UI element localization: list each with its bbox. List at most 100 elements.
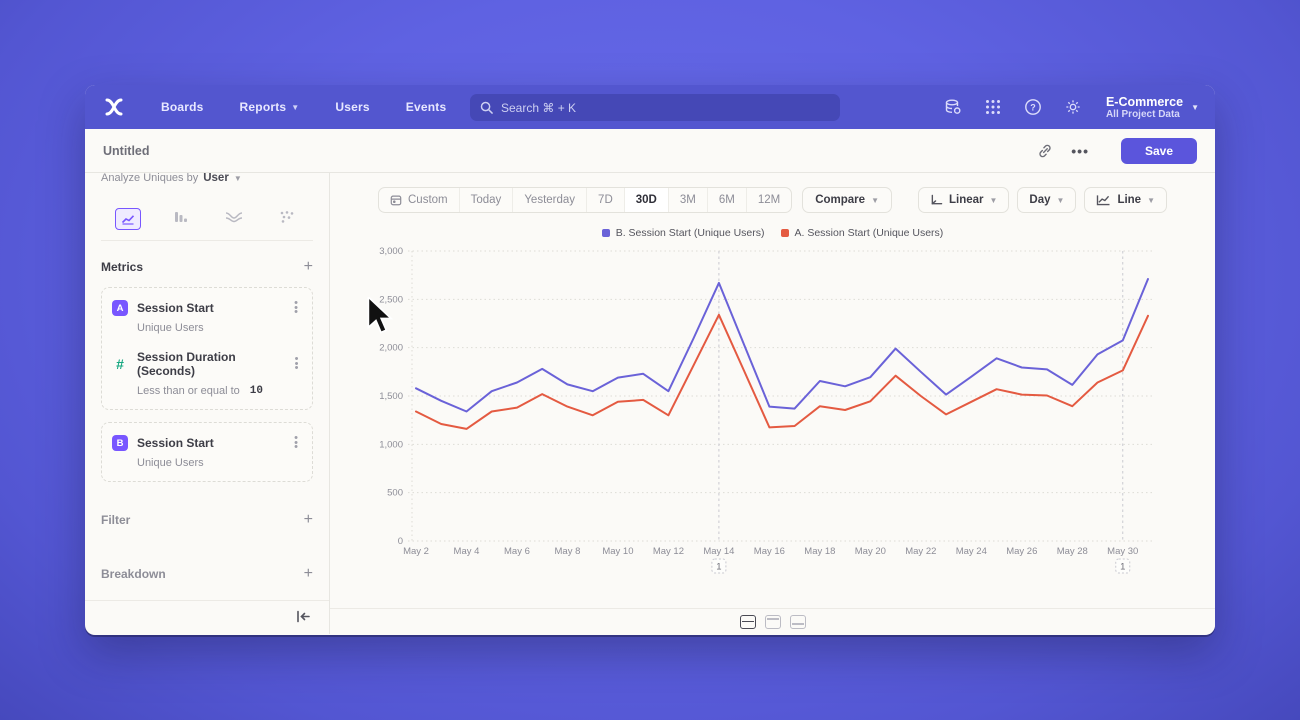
nav-item-events[interactable]: Events <box>405 100 447 114</box>
view-toggle-bar <box>330 608 1215 634</box>
chart-type-tabs <box>101 198 313 241</box>
calendar-icon <box>390 195 402 206</box>
svg-text:2,000: 2,000 <box>379 343 403 354</box>
chart-type-select[interactable]: Line ▼ <box>1084 187 1167 213</box>
metric-card-a[interactable]: A Session Start • • • Unique Users # Sessi… <box>101 287 313 410</box>
tab-retention-chart[interactable] <box>260 198 313 240</box>
add-breakdown-button[interactable]: + <box>303 565 313 582</box>
range-12m-button[interactable]: 12M <box>747 188 791 212</box>
tab-flow-chart[interactable] <box>207 198 260 240</box>
filter-value[interactable]: 10 <box>249 385 263 397</box>
line-chart-icon <box>114 208 141 230</box>
add-filter-button[interactable]: + <box>303 511 313 528</box>
analyze-label: Analyze Uniques by <box>101 173 199 184</box>
metric-badge-b: B <box>112 435 128 451</box>
metric-measure[interactable]: Unique Users <box>137 457 204 469</box>
mixpanel-logo-icon[interactable] <box>101 94 127 120</box>
tab-bar-chart[interactable] <box>154 198 207 240</box>
svg-text:May 10: May 10 <box>602 546 633 557</box>
interval-select[interactable]: Day ▼ <box>1017 187 1077 213</box>
chevron-down-icon: ▼ <box>1147 195 1155 205</box>
line-chart[interactable]: 0 500 1,000 1,500 2,000 2,500 3,000 1 1 May 2 May … <box>362 241 1167 586</box>
number-property-icon: # <box>116 356 124 372</box>
range-yesterday-button[interactable]: Yesterday <box>513 188 588 212</box>
chevron-down-icon: ▼ <box>1056 195 1065 205</box>
chart-panel: Custom Today Yesterday 7D 30D 3M 6M 12M … <box>330 173 1215 634</box>
chevron-down-icon: ▼ <box>233 174 242 183</box>
range-3m-button[interactable]: 3M <box>669 188 708 212</box>
chart-top-view-icon[interactable] <box>764 614 781 629</box>
report-title[interactable]: Untitled <box>103 143 150 158</box>
analyze-uniques-selector[interactable]: Analyze Uniques by User ▼ <box>101 173 313 188</box>
project-selector[interactable]: E-Commerce All Project Data ▼ <box>1106 95 1199 120</box>
copy-link-icon[interactable] <box>1037 143 1053 159</box>
metric-row[interactable]: # Session Duration (Seconds) • • • <box>112 350 302 378</box>
chevron-down-icon: ▼ <box>989 195 998 205</box>
svg-text:0: 0 <box>398 536 403 547</box>
help-icon[interactable]: ? <box>1018 92 1048 122</box>
range-6m-button[interactable]: 6M <box>708 188 747 212</box>
add-metric-button[interactable]: + <box>303 258 313 275</box>
nav-item-users[interactable]: Users <box>335 100 370 114</box>
collapse-sidebar-icon[interactable] <box>296 610 311 626</box>
project-scope: All Project Data <box>1105 108 1180 120</box>
svg-text:?: ? <box>1030 102 1036 112</box>
data-management-icon[interactable] <box>938 92 968 122</box>
metric-card-b[interactable]: B Session Start • • • Unique Users <box>101 422 313 482</box>
svg-text:1,000: 1,000 <box>379 439 403 450</box>
legend-swatch-a <box>780 229 789 237</box>
project-name: E-Commerce <box>1105 94 1184 109</box>
svg-text:500: 500 <box>387 488 403 499</box>
svg-text:May 12: May 12 <box>653 546 684 557</box>
nav-item-reports[interactable]: Reports ▼ <box>239 100 300 114</box>
chart-legend: B. Session Start (Unique Users) A. Sessi… <box>378 227 1167 239</box>
sidebar-footer <box>85 600 329 634</box>
svg-text:May 16: May 16 <box>754 546 785 557</box>
metric-filter-condition[interactable]: Less than or equal to 10 <box>137 385 263 397</box>
svg-text:May 2: May 2 <box>403 546 429 557</box>
svg-text:May 20: May 20 <box>855 546 886 557</box>
range-today-button[interactable]: Today <box>460 188 514 212</box>
split-view-icon[interactable] <box>739 614 756 629</box>
svg-text:May 4: May 4 <box>454 546 480 557</box>
filter-title: Filter <box>101 513 131 527</box>
range-custom-button[interactable]: Custom <box>379 188 460 212</box>
chevron-down-icon: ▼ <box>1191 102 1199 112</box>
metric-menu-icon[interactable]: • • • <box>294 296 298 319</box>
settings-gear-icon[interactable] <box>1058 92 1088 122</box>
tab-line-chart[interactable] <box>101 198 154 240</box>
range-30d-button[interactable]: 30D <box>624 188 669 212</box>
search-placeholder: Search ⌘ + K <box>501 100 577 115</box>
metric-menu-icon[interactable]: • • • <box>294 352 299 375</box>
metric-row[interactable]: B Session Start • • • <box>112 431 302 454</box>
table-bottom-view-icon[interactable] <box>789 614 806 629</box>
svg-text:1: 1 <box>1120 562 1125 573</box>
search-icon <box>480 101 493 114</box>
legend-item-b[interactable]: B. Session Start (Unique Users) <box>601 227 765 239</box>
compare-button[interactable]: Compare ▼ <box>802 187 892 213</box>
svg-text:May 30: May 30 <box>1107 546 1138 557</box>
svg-text:May 8: May 8 <box>555 546 581 557</box>
date-range-group: Custom Today Yesterday 7D 30D 3M 6M 12M <box>378 187 793 213</box>
report-header: Untitled ••• Save <box>85 129 1215 173</box>
metrics-title: Metrics <box>101 260 144 274</box>
nav-item-boards[interactable]: Boards <box>161 100 204 114</box>
save-button[interactable]: Save <box>1121 137 1197 164</box>
metric-measure[interactable]: Unique Users <box>137 322 204 334</box>
apps-grid-icon[interactable] <box>978 92 1008 122</box>
svg-text:May 24: May 24 <box>956 546 987 557</box>
metric-menu-icon[interactable]: • • • <box>294 431 298 454</box>
svg-text:2,500: 2,500 <box>379 294 403 305</box>
metric-row[interactable]: A Session Start • • • <box>112 296 302 319</box>
svg-text:3,000: 3,000 <box>379 246 403 257</box>
legend-item-a[interactable]: A. Session Start (Unique Users) <box>780 227 943 239</box>
search-input[interactable]: Search ⌘ + K <box>470 94 840 121</box>
more-options-button[interactable]: ••• <box>1071 142 1089 159</box>
chart-controls: Custom Today Yesterday 7D 30D 3M 6M 12M … <box>378 187 1167 213</box>
svg-text:1: 1 <box>716 562 721 573</box>
dots-grid-icon <box>279 210 295 229</box>
svg-text:May 22: May 22 <box>905 546 936 557</box>
range-7d-button[interactable]: 7D <box>587 188 625 212</box>
line-chart-icon <box>1097 195 1110 206</box>
axis-scale-select[interactable]: Linear ▼ <box>917 187 1010 213</box>
